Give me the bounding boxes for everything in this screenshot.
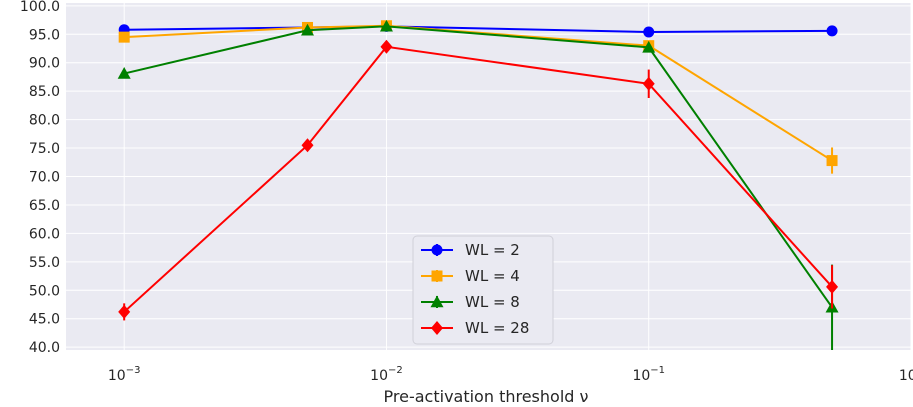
x-tick-label: 10−2 xyxy=(370,365,403,384)
legend-label: WL = 2 xyxy=(465,241,520,259)
y-tick-label: 50.0 xyxy=(29,283,60,299)
x-tick-labels: 10−310−210−1100 xyxy=(108,365,913,384)
y-tick-labels: 40.0 45.0 50.0 55.0 60.0 65.0 70.0 75.0 80.0 85.0… xyxy=(20,0,60,356)
legend-box xyxy=(412,235,554,345)
y-tick-label: 65.0 xyxy=(29,198,60,214)
data-point xyxy=(826,25,838,37)
data-series xyxy=(117,19,839,350)
x-tick-base: 10 xyxy=(632,368,650,384)
series-4 xyxy=(118,39,839,321)
y-tick-label: 55.0 xyxy=(29,255,60,271)
data-point xyxy=(642,76,655,91)
data-point xyxy=(826,155,838,167)
legend-label: WL = 8 xyxy=(465,293,520,311)
legend-marker xyxy=(431,270,443,282)
x-tick-base: 10 xyxy=(899,368,913,384)
data-point xyxy=(643,26,655,38)
legend: WL = 2 WL = 4 WL = 8 WL = 28 xyxy=(412,235,554,345)
x-tick-label: 10−1 xyxy=(632,365,665,384)
data-point xyxy=(118,31,130,43)
y-tick-label: 95.0 xyxy=(29,27,60,43)
y-tick-label: 75.0 xyxy=(29,141,60,157)
x-tick-base: 10 xyxy=(370,368,388,384)
data-point xyxy=(380,39,393,54)
data-point xyxy=(379,19,393,32)
data-point xyxy=(117,67,131,79)
x-axis-label: Pre-activation threshold ν xyxy=(384,387,589,406)
x-tick-label: 100 xyxy=(899,365,913,384)
y-tick-label: 70.0 xyxy=(29,170,60,186)
x-tick-base: 10 xyxy=(108,368,126,384)
x-tick-exponent: −1 xyxy=(650,365,665,376)
data-point xyxy=(642,40,656,53)
y-tick-label: 40.0 xyxy=(29,340,60,356)
data-point xyxy=(301,138,314,153)
data-point xyxy=(826,279,839,294)
legend-marker xyxy=(431,321,443,335)
x-tick-label: 10−3 xyxy=(108,365,141,384)
y-tick-label: 45.0 xyxy=(29,312,60,328)
x-tick-exponent: −2 xyxy=(388,365,403,376)
x-tick-exponent: −3 xyxy=(126,365,141,376)
data-point xyxy=(118,304,131,319)
legend-label: WL = 4 xyxy=(465,267,520,285)
y-tick-label: 60.0 xyxy=(29,226,60,242)
legend-marker xyxy=(430,295,444,308)
y-tick-label: 100.0 xyxy=(20,0,60,15)
data-point xyxy=(301,23,315,36)
legend-marker xyxy=(431,244,443,256)
y-tick-label: 80.0 xyxy=(29,113,60,129)
y-tick-label: 90.0 xyxy=(29,56,60,72)
y-tick-label: 85.0 xyxy=(29,84,60,100)
legend-label: WL = 28 xyxy=(465,319,529,337)
